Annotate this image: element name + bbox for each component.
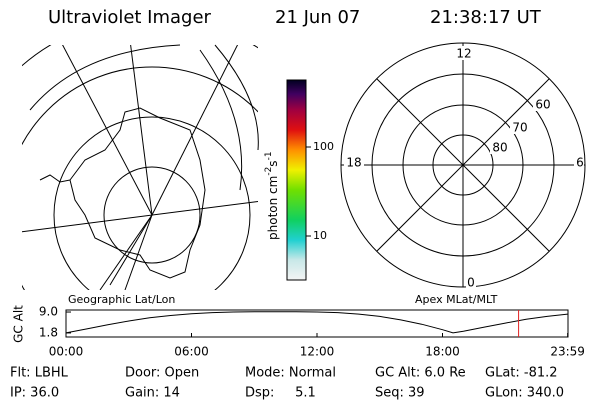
status-field: Door: Open [125,366,199,381]
status-field: GLat: -81.2 [485,366,558,381]
y-tick-label: 9.0 [39,305,58,319]
colorbar [286,79,307,281]
y-axis-label: GC Alt [12,305,26,343]
map-label: Geographic Lat/Lon [68,293,175,306]
unit: s [266,160,280,166]
mlat-label: 80 [492,141,507,155]
time: 21:38:17 UT [430,7,542,28]
altitude-line [65,311,568,334]
unit: photon cm [266,176,280,240]
x-tick-label: 12:00 [300,345,335,359]
map-arcs [29,44,259,191]
status-field: Gain: 14 [125,386,180,400]
exponent: -2 [264,167,274,176]
mlt-label: 0 [467,276,475,290]
polar-label: Apex MLat/MLT [415,293,498,306]
x-tick-label: 18:00 [425,345,460,359]
exponent: -1 [264,151,274,160]
colorbar-tick-label: 10 [313,229,327,242]
date: 21 Jun 07 [275,7,360,28]
geo-map [22,45,258,290]
status-field: GC Alt: 6.0 Re [375,366,466,381]
status-field: Seq: 39 [375,386,425,400]
footer: Flt: LBHL Door: Open Mode: Normal GC Alt: 6… [10,366,564,400]
mlt-label: 6 [576,156,584,170]
mlt-label: 18 [346,156,361,170]
x-tick-label: 06:00 [174,345,209,359]
colorbar-tick-label: 100 [313,140,334,153]
y-tick-label: 1.8 [39,325,58,339]
status-field: Flt: LBHL [10,366,69,381]
status-field: GLon: 340.0 [485,386,564,400]
status-field: IP: 36.0 [10,386,59,400]
altitude-plot: 9.0 1.8 00:00 06:00 12:00 18:00 23:59 [39,305,585,359]
mlt-label: 12 [456,47,471,61]
x-tick-label: 23:59 [550,345,585,359]
instrument: Ultraviolet Imager [48,7,212,28]
plot-frame [65,309,569,338]
polar-grid [340,42,586,288]
mlat-label: 70 [512,121,527,135]
colorbar-label: photon cm-2s-1 [264,151,280,240]
mlat-label: 60 [535,98,550,112]
status-field: Mode: Normal [245,366,336,381]
x-tick-label: 00:00 [49,345,84,359]
status-field: Dsp: 5.1 [245,386,316,400]
